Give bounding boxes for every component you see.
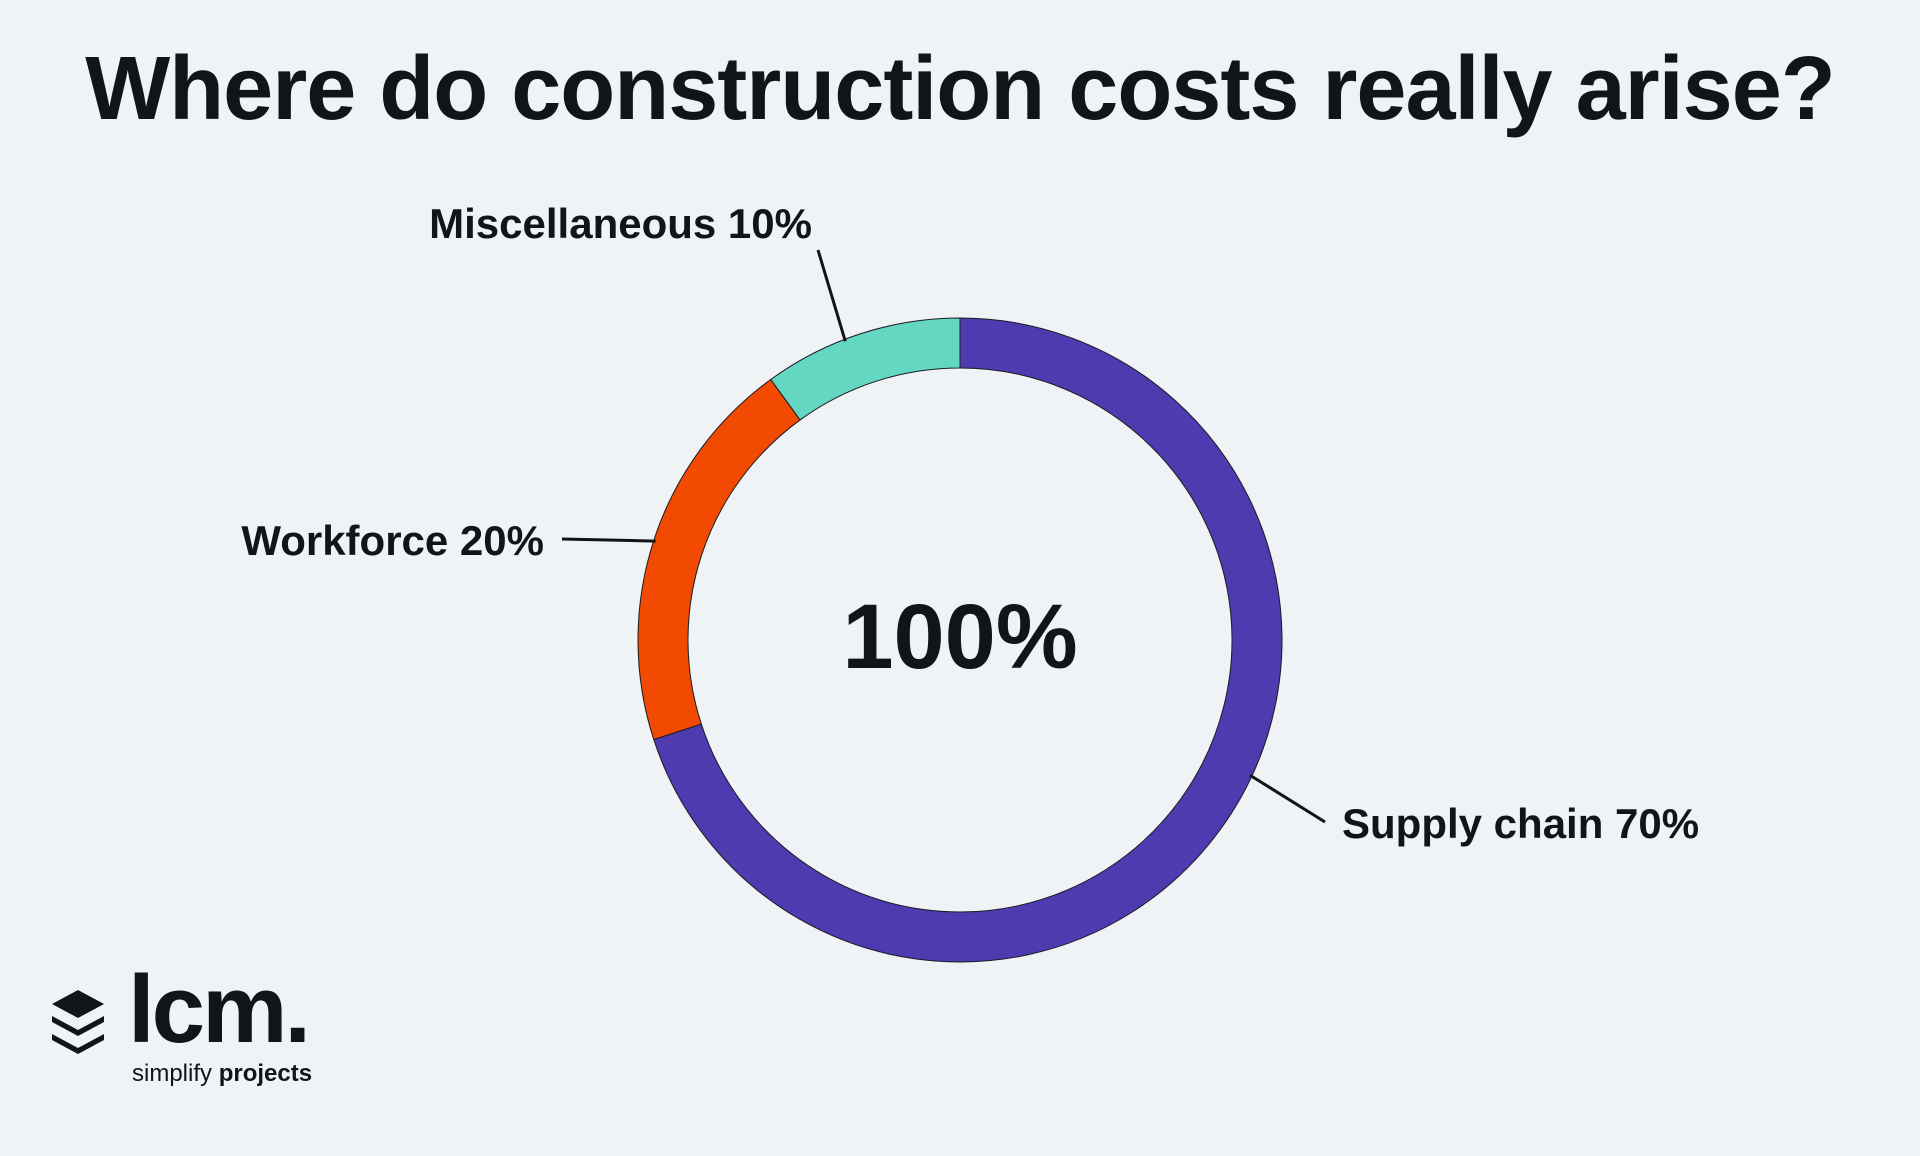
slice-label-miscellaneous: Miscellaneous 10% <box>429 200 812 247</box>
slice-workforce <box>637 378 801 741</box>
slice-labels: Supply chain 70% Workforce 20% Miscellaneo… <box>241 200 1699 847</box>
leader-lines <box>561 249 1326 824</box>
leader-line-workforce <box>561 537 656 543</box>
leader-line-miscellaneous <box>816 249 847 342</box>
leader-line-supply-chain <box>1249 773 1326 824</box>
slice-label-workforce: Workforce 20% <box>241 517 544 564</box>
tagline-prefix: simplify <box>132 1060 213 1087</box>
stacked-layers-icon <box>52 990 104 1054</box>
tagline-bold: projects <box>218 1060 313 1087</box>
donut-slices <box>637 317 1283 963</box>
chart-title: Where do construction costs really arise… <box>85 39 1836 139</box>
brand-wordmark: lcm. <box>128 956 311 1063</box>
slice-supply-chain <box>653 317 1283 963</box>
brand-logo: lcm. simplify projects <box>48 960 348 1100</box>
slice-label-supply-chain: Supply chain 70% <box>1342 800 1699 847</box>
center-label: 100% <box>842 586 1077 688</box>
slice-miscellaneous <box>770 317 961 421</box>
brand-tagline: simplify projects <box>132 1060 312 1088</box>
